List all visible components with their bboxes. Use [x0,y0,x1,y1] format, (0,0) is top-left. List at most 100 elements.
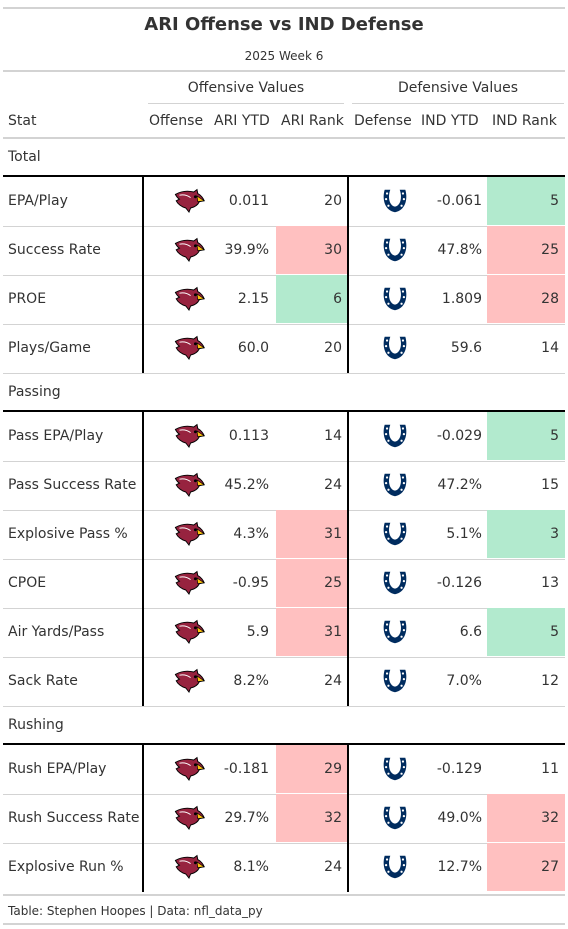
table-row: Explosive Run % 8.1% 24 12.7% 27 [3,843,565,892]
ari-ytd-value: 0.011 [228,193,269,209]
ind-rank-value: 13 [541,575,559,591]
table-row: Air Yards/Pass 5.9 31 6.6 5 [3,608,565,658]
cardinals-logo-icon [173,470,206,502]
ind-ytd-value: 5.1% [446,526,482,542]
ari-rank-value: 14 [324,428,342,444]
ari-ytd-value: 60.0 [237,340,269,356]
colts-horseshoe-icon [380,519,412,551]
spanner-defensive-values: Defensive Values [397,80,519,96]
cardinals-logo-icon [173,333,206,365]
ind-rank-value: 15 [541,477,559,493]
table-row: Sack Rate 8.2% 24 7.0% 12 [3,657,565,706]
table-row: Rush EPA/Play -0.181 29 -0.129 11 [3,745,565,795]
colts-horseshoe-icon [380,421,412,453]
ind-rank-value: 28 [487,275,565,323]
cardinals-logo-icon [173,186,206,218]
cardinals-logo-icon [173,421,206,453]
table-row: CPOE -0.95 25 -0.126 13 [3,559,565,609]
colts-horseshoe-icon [380,617,412,649]
table-row: Pass EPA/Play 0.113 14 -0.029 5 [3,412,565,462]
col-header-stat: Stat [8,113,37,129]
ari-rank-value: 20 [324,193,342,209]
defense-separator [347,743,349,892]
cardinals-logo-icon [173,666,206,698]
stat-name: EPA/Play [8,193,68,209]
col-header-defense: Defense [354,113,412,129]
body-bottom-border [3,894,565,896]
colts-horseshoe-icon [380,852,412,884]
colts-horseshoe-icon [380,470,412,502]
group-end-divider [3,706,565,707]
ari-ytd-value: 8.1% [233,859,269,875]
ind-rank-value: 27 [487,843,565,891]
table-title: ARI Offense vs IND Defense [144,14,424,35]
ind-rank-value: 5 [487,177,565,225]
ari-rank-value: 30 [276,226,347,274]
table-row: Rush Success Rate 29.7% 32 49.0% 32 [3,794,565,844]
group-label-rushing: Rushing [8,717,64,733]
cardinals-logo-icon [173,617,206,649]
ari-ytd-value: 45.2% [224,477,269,493]
ari-rank-value: 29 [276,745,347,793]
ind-rank-value: 11 [541,761,559,777]
group-divider [3,743,565,745]
group-end-divider [3,373,565,374]
cardinals-logo-icon [173,284,206,316]
offense-separator [142,175,144,373]
ari-rank-value: 31 [276,510,347,558]
ind-ytd-value: 7.0% [446,673,482,689]
defense-separator [347,410,349,706]
stat-name: CPOE [8,575,47,591]
stat-name: Rush EPA/Play [8,761,107,777]
stat-name: Explosive Run % [8,859,124,875]
table-footer: Table: Stephen Hoopes | Data: nfl_data_p… [8,904,263,918]
stat-name: Air Yards/Pass [8,624,105,640]
colts-horseshoe-icon [380,235,412,267]
colts-horseshoe-icon [380,803,412,835]
col-header-ari-ytd: ARI YTD [214,113,270,129]
col-header-ari-rank: ARI Rank [281,113,344,129]
table-subtitle: 2025 Week 6 [244,49,324,63]
ind-ytd-value: 1.809 [441,291,482,307]
ind-ytd-value: 47.2% [437,477,482,493]
colts-horseshoe-icon [380,284,412,316]
cardinals-logo-icon [173,852,206,884]
ind-rank-value: 12 [541,673,559,689]
ind-rank-value: 5 [487,412,565,460]
cardinals-logo-icon [173,519,206,551]
ari-ytd-value: -0.95 [232,575,269,591]
ind-ytd-value: -0.029 [436,428,482,444]
group-label-passing: Passing [8,384,61,400]
ari-rank-value: 6 [276,275,347,323]
ind-rank-value: 25 [487,226,565,274]
ari-rank-value: 20 [324,340,342,356]
table-row: Plays/Game 60.0 20 59.6 14 [3,324,565,373]
header-divider [3,137,565,139]
ind-rank-value: 14 [541,340,559,356]
ind-ytd-value: -0.061 [436,193,482,209]
stat-name: Sack Rate [8,673,78,689]
table-row: EPA/Play 0.011 20 -0.061 5 [3,177,565,227]
colts-horseshoe-icon [380,568,412,600]
ind-ytd-value: 59.6 [450,340,482,356]
stat-name: Pass EPA/Play [8,428,104,444]
col-header-offense: Offense [149,113,204,129]
ari-rank-value: 25 [276,559,347,607]
stat-name: Success Rate [8,242,101,258]
stat-name: Plays/Game [8,340,91,356]
top-border [3,7,565,9]
col-header-ind-ytd: IND YTD [421,113,479,129]
ind-rank-value: 3 [487,510,565,558]
group-label-total: Total [8,149,41,165]
ari-ytd-value: 4.3% [233,526,269,542]
ind-ytd-value: -0.126 [436,575,482,591]
group-divider [3,410,565,412]
stat-name: Rush Success Rate [8,810,140,826]
ari-rank-value: 32 [276,794,347,842]
col-header-ind-rank: IND Rank [492,113,557,129]
spanner-offensive-line [148,103,344,104]
cardinals-logo-icon [173,568,206,600]
offense-separator [142,743,144,892]
stat-name: Explosive Pass % [8,526,128,542]
stat-name: PROE [8,291,47,307]
